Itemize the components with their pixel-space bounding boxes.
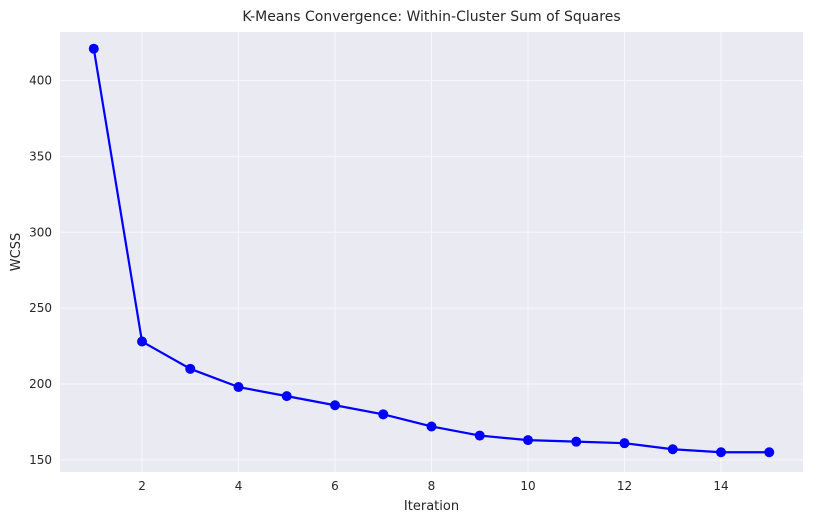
- x-tick-label: 4: [235, 479, 243, 493]
- x-tick-label: 10: [520, 479, 535, 493]
- y-tick-label: 200: [29, 377, 52, 391]
- series-layer: [88, 43, 775, 458]
- data-point: [281, 391, 292, 402]
- x-tick-label: 6: [331, 479, 339, 493]
- data-point: [474, 430, 485, 441]
- data-point: [667, 444, 678, 455]
- data-point: [233, 382, 244, 393]
- data-point: [764, 447, 775, 458]
- y-tick-label: 150: [29, 453, 52, 467]
- x-tick-label: 2: [138, 479, 146, 493]
- data-point: [571, 436, 582, 447]
- y-tick-label: 250: [29, 301, 52, 315]
- y-tick-label: 350: [29, 149, 52, 163]
- data-point: [378, 409, 389, 420]
- y-tick-label: 300: [29, 225, 52, 239]
- x-axis-title: Iteration: [404, 499, 459, 514]
- y-tick-label: 400: [29, 74, 52, 88]
- chart-title: K-Means Convergence: Within-Cluster Sum …: [242, 9, 620, 25]
- data-point: [137, 336, 148, 347]
- data-point: [715, 447, 726, 458]
- x-tick-label: 12: [617, 479, 632, 493]
- y-axis-title: WCSS: [9, 233, 24, 271]
- data-point: [522, 435, 533, 446]
- data-point: [330, 400, 341, 411]
- x-tick-label: 14: [713, 479, 728, 493]
- grid-layer: [60, 32, 803, 472]
- data-point: [185, 363, 196, 374]
- data-point: [88, 43, 99, 54]
- data-point: [426, 421, 437, 432]
- x-tick-label: 8: [428, 479, 436, 493]
- data-point: [619, 438, 630, 449]
- tick-labels: 2 4 6 8 10 12 14 150 200 250 300 350 400: [29, 74, 729, 493]
